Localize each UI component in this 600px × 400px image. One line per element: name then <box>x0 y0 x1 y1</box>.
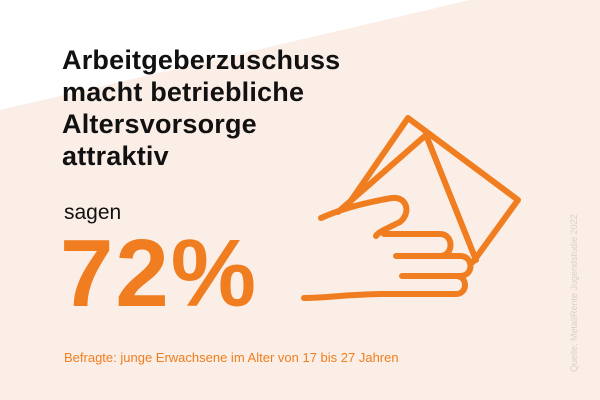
headline: Arbeitgeberzuschuss macht betriebliche A… <box>62 44 340 172</box>
headline-line-4: attraktiv <box>62 141 169 171</box>
hand-holding-money-icon <box>301 115 521 301</box>
headline-line-3: Altersvorsorge <box>62 109 257 139</box>
footnote: Befragte: junge Erwachsene im Alter von … <box>64 350 399 365</box>
stat-prefix: sagen <box>64 201 122 224</box>
source-credit: Quelle: MetallRente Jugendstudie 2022 <box>569 214 579 372</box>
headline-line-2: macht betriebliche <box>62 77 305 107</box>
stat-value: 72% <box>60 220 259 327</box>
headline-line-1: Arbeitgeberzuschuss <box>62 45 341 75</box>
